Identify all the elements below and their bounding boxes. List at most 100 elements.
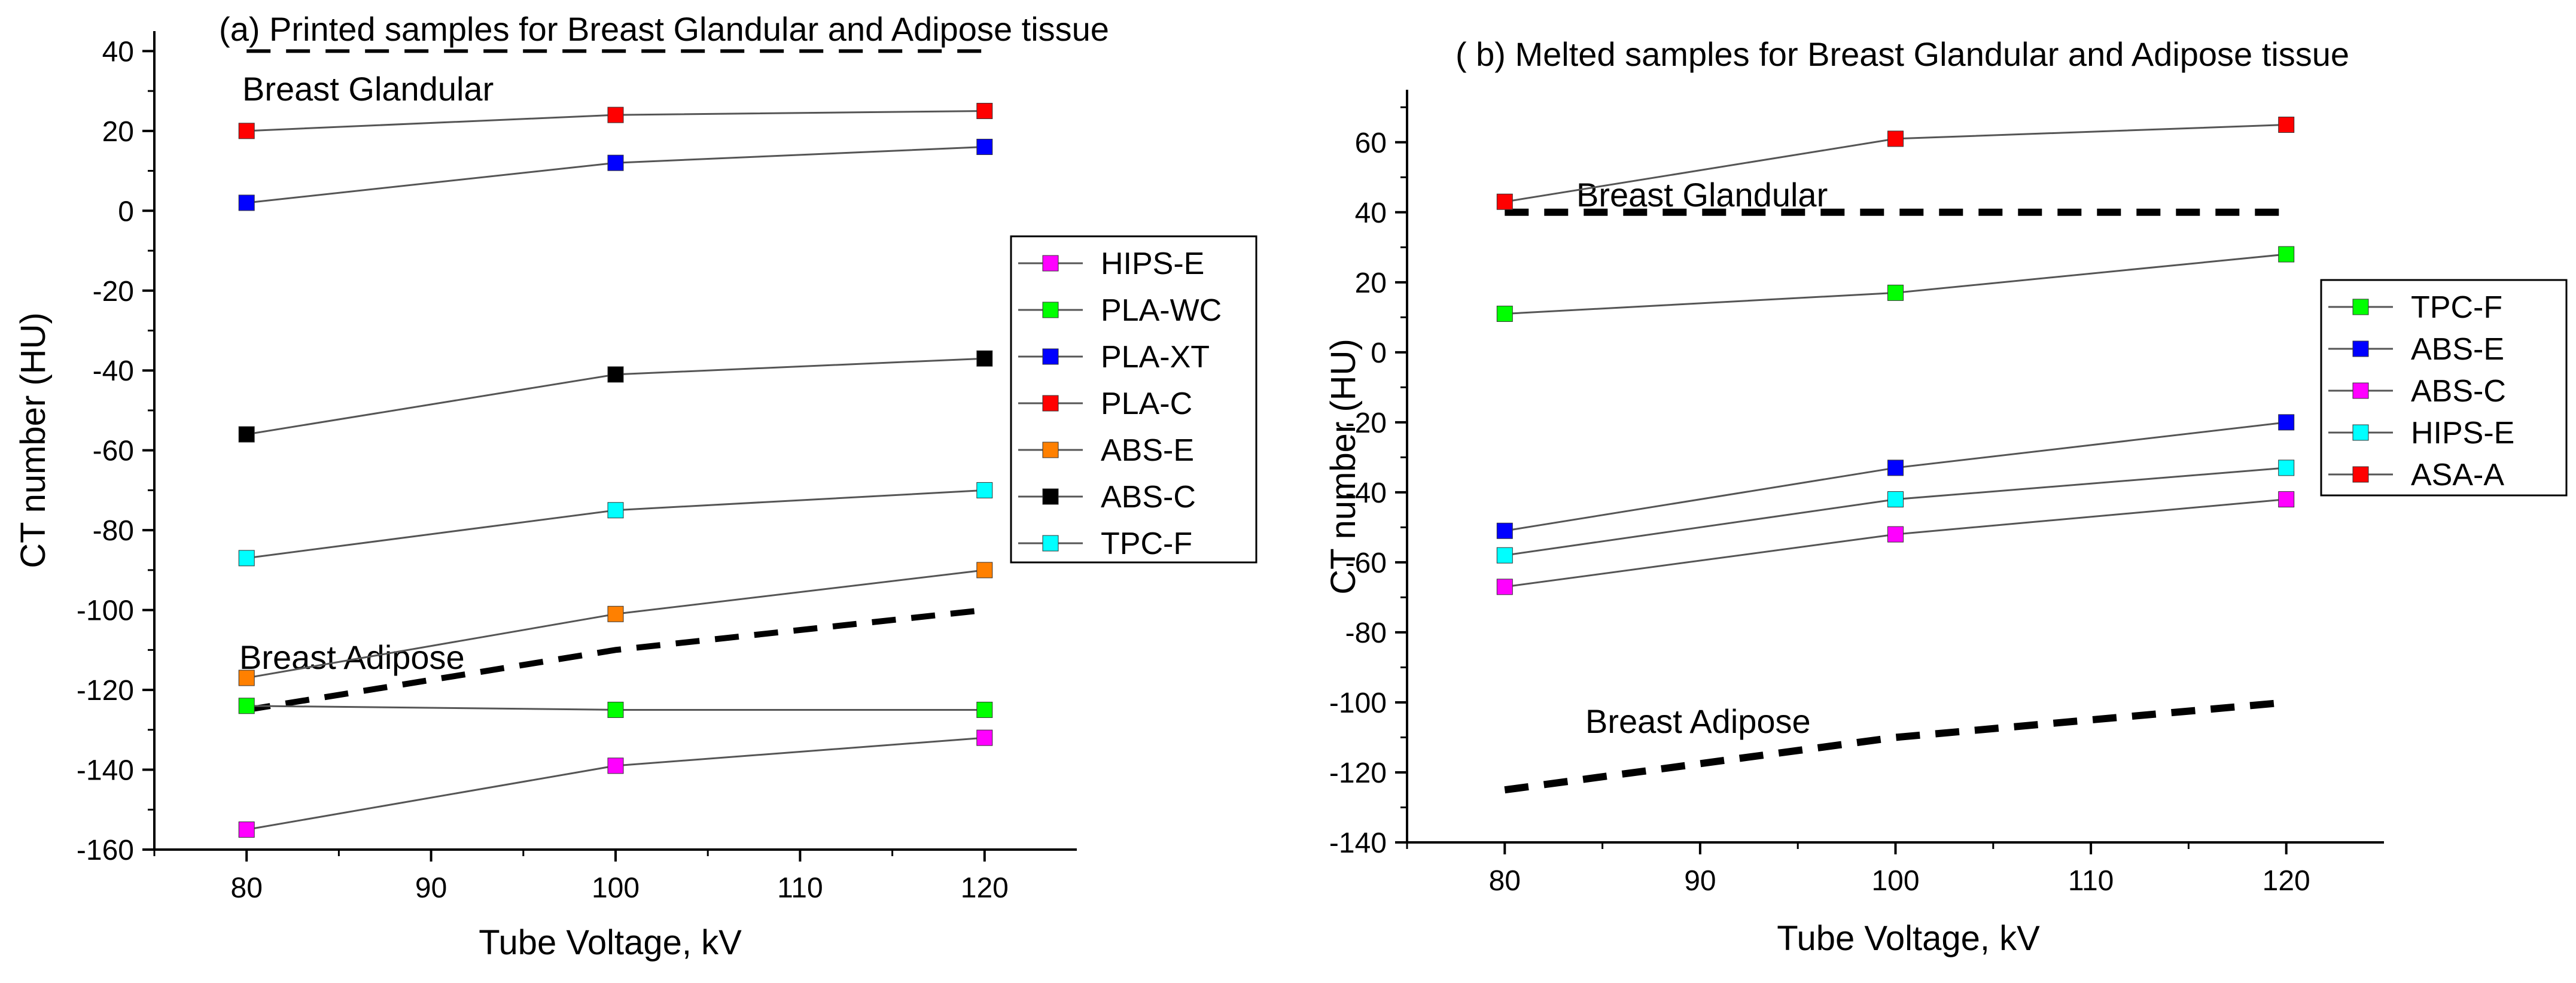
legend-marker (1042, 348, 1059, 365)
legend-marker (1042, 535, 1059, 552)
series-line (246, 489, 985, 559)
x-tick-label: 80 (231, 872, 263, 904)
reference-label: Breast Glandular (242, 70, 494, 108)
legend-label: TPC-F (2411, 290, 2502, 325)
legend-label: PLA-XT (1101, 340, 1210, 375)
legend-marker (1042, 395, 1059, 412)
y-tick-label: -100 (77, 595, 134, 627)
data-point (1887, 526, 1904, 543)
y-tick-label: -60 (1345, 547, 1387, 579)
data-point (238, 698, 255, 714)
y-tick-label: -40 (1345, 477, 1387, 509)
data-point (1496, 579, 1513, 595)
x-tick-label: 110 (2068, 865, 2114, 897)
y-tick-label: 0 (118, 196, 134, 227)
data-point (1887, 284, 1904, 301)
y-tick-label: -20 (93, 276, 134, 308)
y-axis-label: CT number (HU) (14, 312, 53, 568)
y-tick-label: -140 (1329, 827, 1387, 859)
data-point (607, 106, 624, 123)
data-point (976, 482, 993, 498)
data-point (976, 350, 993, 367)
chart-panel-a: (a) Printed samples for Breast Glandular… (14, 10, 1257, 962)
y-tick-label: -100 (1329, 687, 1387, 719)
legend-label: ABS-C (2411, 374, 2506, 409)
y-axis-label: CT number (HU) (1324, 339, 1363, 595)
legend-marker (1042, 442, 1059, 458)
chart-panel-b: ( b) Melted samples for Breast Glandular… (1324, 35, 2568, 958)
legend-marker (1042, 302, 1059, 318)
data-point (238, 123, 255, 139)
data-point (1496, 547, 1513, 564)
reference-line-adipose (246, 607, 985, 713)
data-point (238, 426, 255, 443)
y-tick-label: -120 (77, 675, 134, 707)
data-point (1887, 459, 1904, 476)
x-tick-label: 100 (592, 872, 640, 904)
y-tick-label: 0 (1371, 337, 1387, 369)
y-tick-label: 40 (102, 36, 134, 68)
x-tick-label: 120 (961, 872, 1009, 904)
legend-label: PLA-WC (1101, 293, 1222, 328)
data-point (976, 562, 993, 579)
reference-label: Breast Glandular (1576, 176, 1828, 214)
x-tick-label: 80 (1489, 865, 1521, 897)
data-point (976, 102, 993, 119)
data-point (607, 605, 624, 622)
legend-marker (1042, 255, 1059, 272)
legend-marker (2352, 299, 2369, 315)
legend-label: ABS-E (2411, 332, 2504, 367)
reference-label: Breast Adipose (1585, 702, 1811, 740)
data-point (2278, 459, 2295, 476)
y-tick-label: -20 (1345, 407, 1387, 439)
data-point (1496, 522, 1513, 539)
y-tick-label: 20 (1355, 267, 1387, 299)
reference-line-adipose (1504, 698, 2287, 794)
y-tick-label: -80 (93, 515, 134, 547)
data-point (238, 669, 255, 686)
data-point (607, 701, 624, 718)
legend-label: TPC-F (1101, 527, 1192, 561)
x-tick-label: 90 (415, 872, 447, 904)
legend-label: ASA-A (2411, 458, 2504, 492)
legend-marker (2352, 340, 2369, 357)
legend-label: HIPS-E (2411, 416, 2514, 451)
reference-label: Breast Adipose (239, 638, 465, 676)
data-point (1496, 305, 1513, 322)
chart-title: ( b) Melted samples for Breast Glandular… (1456, 35, 2349, 73)
y-tick-label: -40 (93, 355, 134, 387)
y-tick-label: -140 (77, 755, 134, 787)
data-point (238, 194, 255, 211)
legend-marker (1042, 488, 1059, 505)
data-point (607, 366, 624, 383)
data-point (1887, 130, 1904, 147)
x-tick-label: 100 (1871, 865, 1919, 897)
x-axis-label: Tube Voltage, kV (479, 923, 742, 962)
x-tick-label: 120 (2263, 865, 2310, 897)
data-point (2278, 414, 2295, 431)
legend-label: ABS-C (1101, 480, 1196, 515)
series-line (246, 737, 985, 831)
x-axis-label: Tube Voltage, kV (1777, 919, 2040, 958)
data-point (238, 550, 255, 567)
legend-marker (2352, 466, 2369, 483)
chart-title: (a) Printed samples for Breast Glandular… (219, 10, 1109, 48)
x-tick-label: 90 (1684, 865, 1716, 897)
y-tick-label: 60 (1355, 127, 1387, 159)
legend-label: ABS-E (1101, 433, 1194, 468)
data-point (238, 821, 255, 838)
y-tick-label: -80 (1345, 617, 1387, 649)
y-tick-label: 20 (102, 116, 134, 148)
y-tick-label: 40 (1355, 197, 1387, 229)
data-point (607, 154, 624, 171)
data-point (607, 757, 624, 774)
legend-marker (2352, 382, 2369, 399)
data-point (1496, 193, 1513, 210)
legend-label: HIPS-E (1101, 246, 1204, 281)
data-point (1887, 491, 1904, 508)
y-tick-label: -60 (93, 436, 134, 467)
data-point (976, 701, 993, 718)
y-tick-label: -160 (77, 835, 134, 866)
